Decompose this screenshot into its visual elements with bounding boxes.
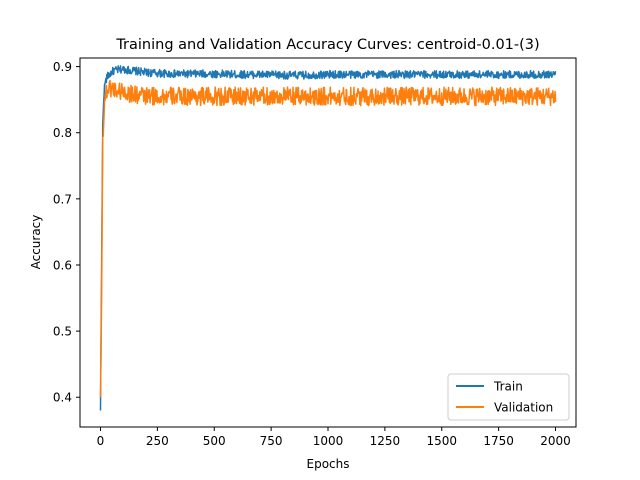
y-axis-label: Accuracy [29,215,43,270]
y-tick-label: 0.8 [53,126,72,140]
x-tick-label: 1250 [370,434,401,448]
x-axis-label: Epochs [307,457,350,471]
y-tick-label: 0.6 [53,258,72,272]
plot-lines [99,65,557,411]
chart-title: Training and Validation Accuracy Curves:… [115,37,539,53]
x-tick-label: 1500 [426,434,457,448]
legend-validation-label: Validation [494,401,553,415]
y-tick-label: 0.5 [53,325,72,339]
x-tick-label: 500 [203,434,226,448]
x-tick-label: 2000 [540,434,571,448]
legend: Train Validation [447,373,570,421]
x-tick-label: 0 [97,434,105,448]
x-tick-label: 1000 [313,434,344,448]
x-tick-label: 1750 [483,434,514,448]
x-tick-label: 250 [146,434,169,448]
series-line-validation [99,79,557,398]
y-tick-label: 0.9 [53,60,72,74]
x-tick-label: 750 [260,434,283,448]
y-axis-ticks: 0.4 0.5 0.6 0.7 0.8 0.9 [53,60,80,405]
y-tick-label: 0.4 [53,391,72,405]
legend-train-label: Train [493,380,523,394]
series-line-train [99,65,557,411]
x-axis-ticks: 0 250 500 750 1000 1250 1500 1750 2000 [97,427,571,448]
y-tick-label: 0.7 [53,192,72,206]
